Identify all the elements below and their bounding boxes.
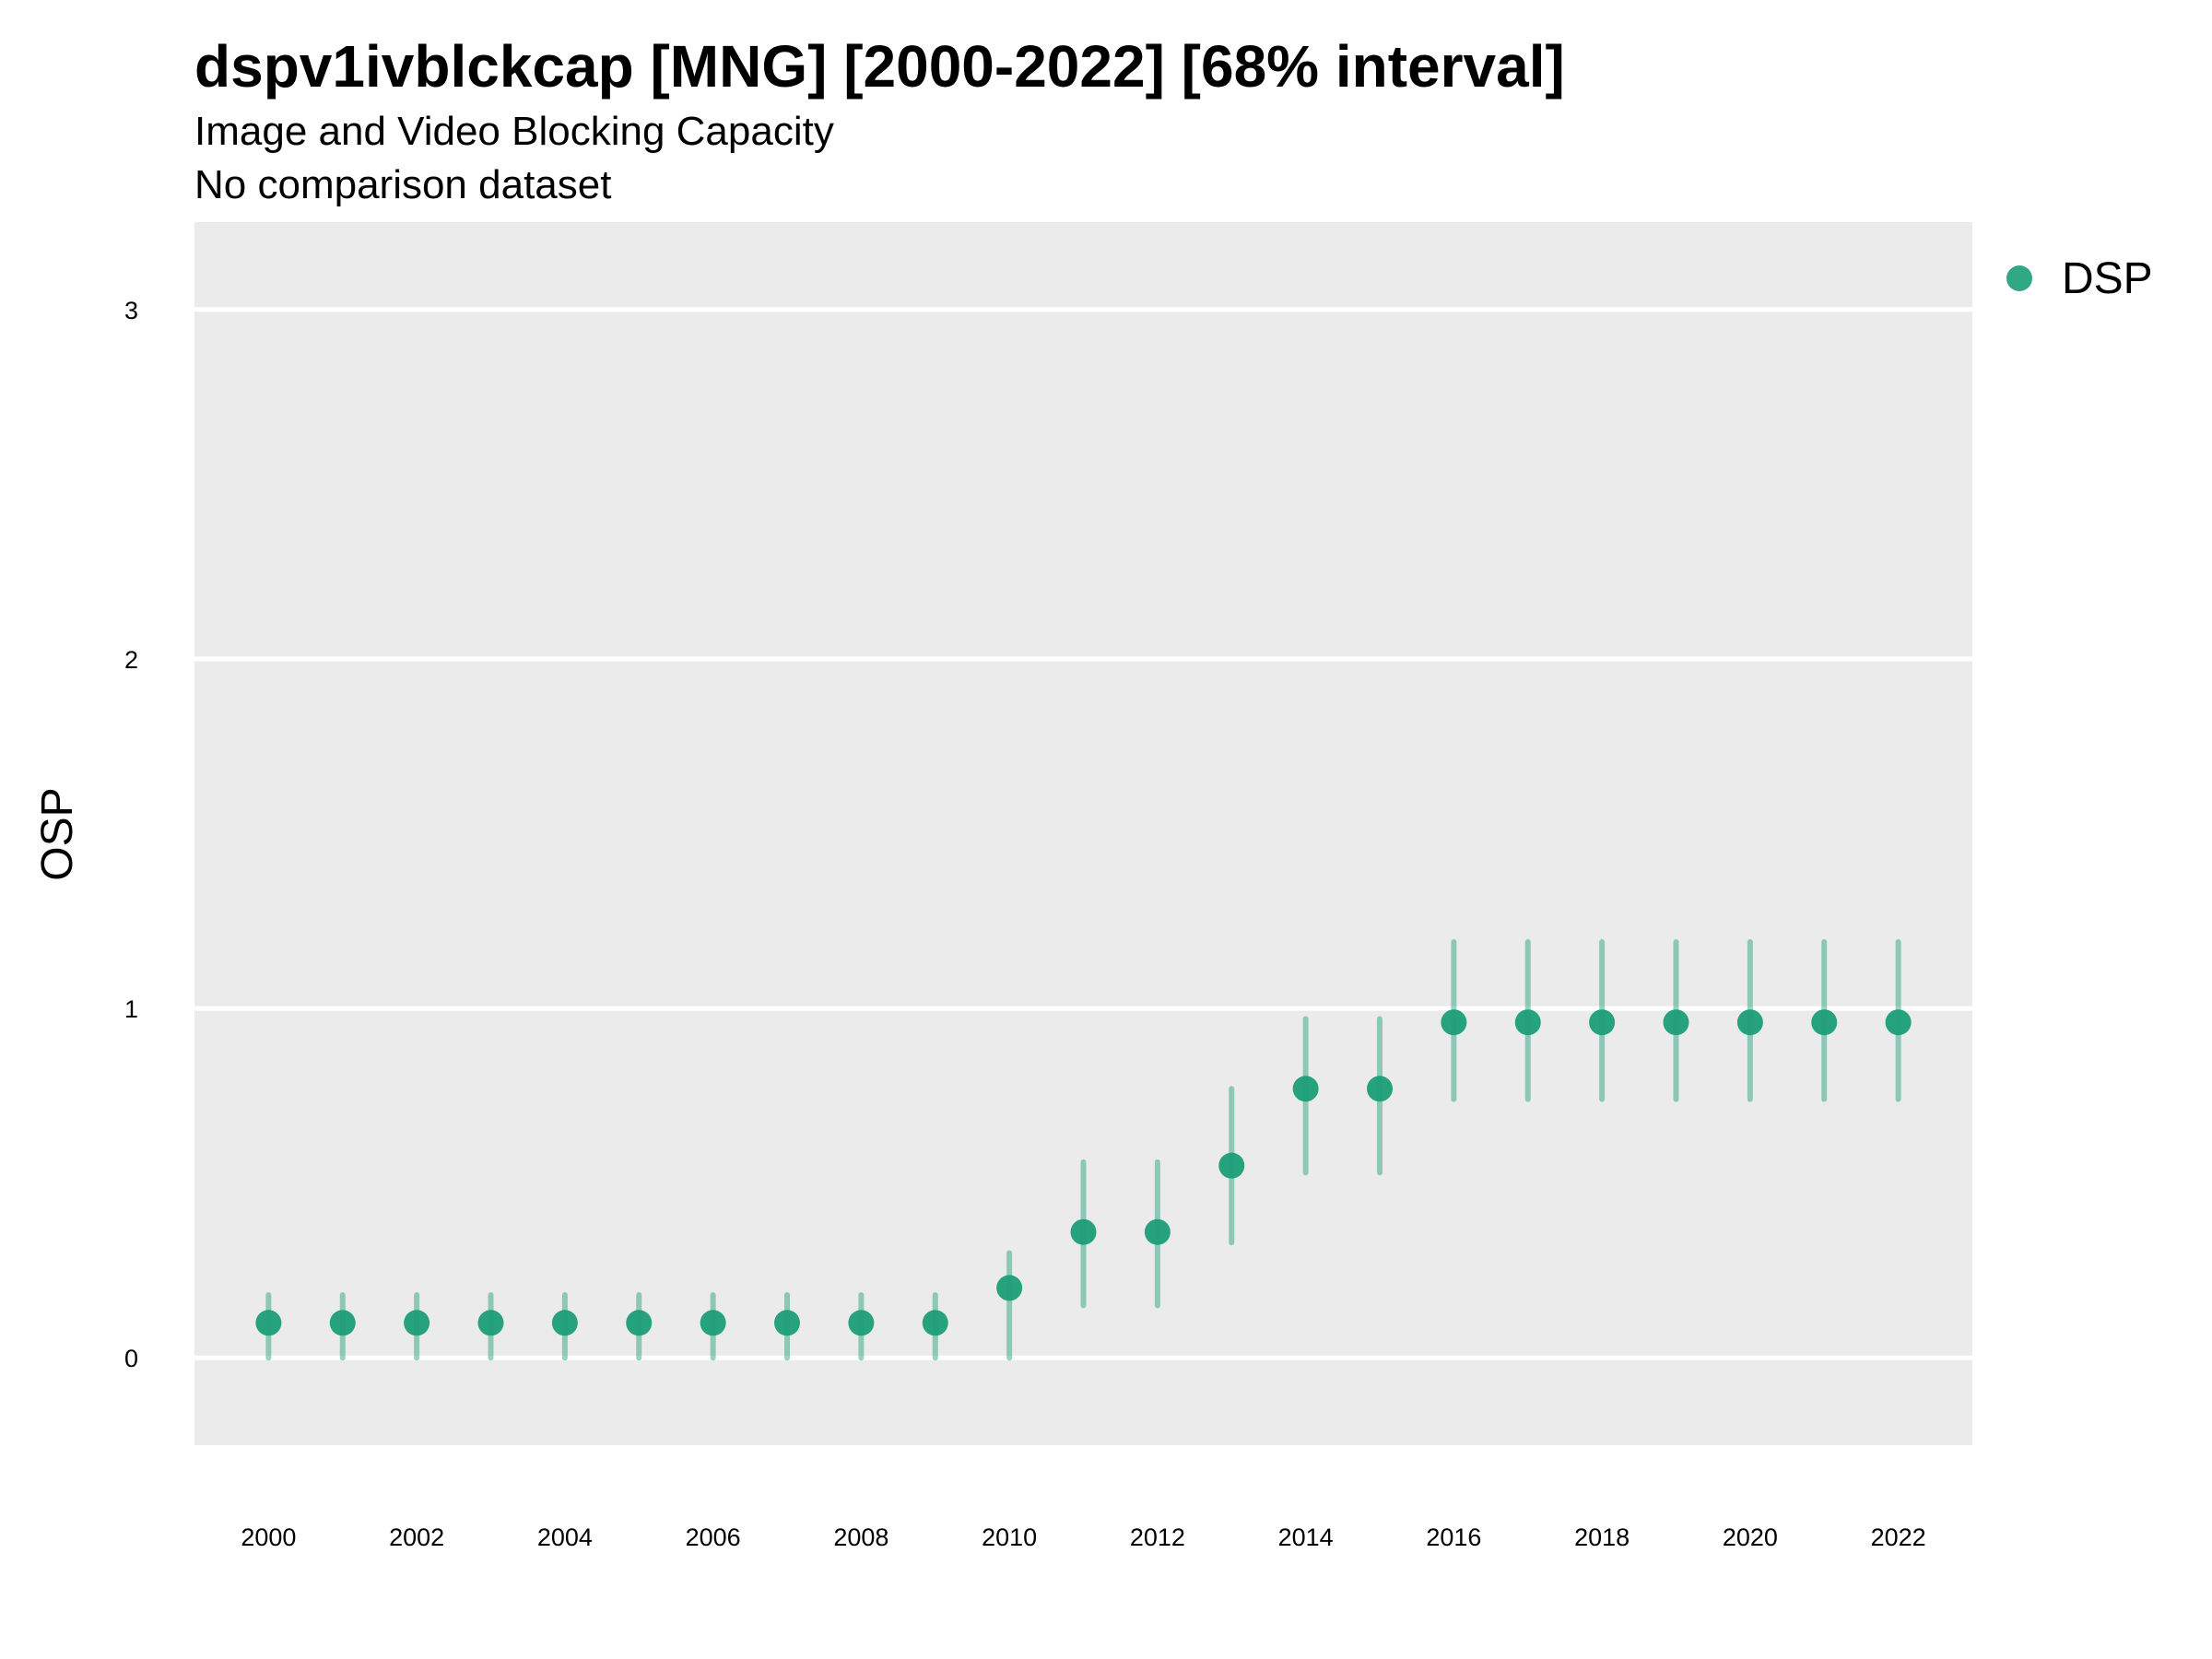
y-axis-label: OSP — [33, 787, 82, 880]
data-point-2020 — [1736, 1009, 1763, 1036]
data-point-2004 — [551, 1310, 578, 1336]
x-tick-label-2010: 2010 — [982, 1524, 1037, 1551]
x-tick-label-2000: 2000 — [241, 1524, 296, 1551]
x-tick-label-2018: 2018 — [1574, 1524, 1630, 1551]
data-point-2009 — [922, 1310, 948, 1336]
data-point-2021 — [1811, 1009, 1838, 1036]
chart-title: dspv1ivblckcap [MNG] [2000-2022] [68% in… — [194, 33, 1565, 100]
data-point-2000 — [255, 1310, 282, 1336]
data-point-2019 — [1663, 1009, 1689, 1036]
y-tick-label-0: 0 — [124, 1345, 138, 1372]
data-point-2007 — [774, 1310, 800, 1336]
data-point-2018 — [1589, 1009, 1616, 1036]
x-tick-labels: 2000 2002 2004 2006 2008 2010 2012 2014 2016 2018… — [241, 1524, 1925, 1551]
data-point-2010 — [996, 1275, 1023, 1301]
data-point-2002 — [404, 1310, 430, 1336]
data-point-2005 — [626, 1310, 653, 1336]
legend-key-dsp — [2006, 265, 2032, 291]
data-point-2001 — [329, 1310, 356, 1336]
y-tick-label-1: 1 — [124, 995, 138, 1023]
legend: DSP — [2006, 254, 2153, 303]
x-tick-label-2002: 2002 — [389, 1524, 444, 1551]
data-point-2011 — [1070, 1218, 1097, 1245]
data-point-2014 — [1292, 1076, 1319, 1102]
data-point-2008 — [848, 1310, 875, 1336]
data-point-2012 — [1144, 1218, 1171, 1245]
x-tick-label-2016: 2016 — [1426, 1524, 1481, 1551]
legend-label-dsp: DSP — [2062, 254, 2153, 303]
gridlines — [194, 307, 1972, 1360]
x-tick-label-2006: 2006 — [686, 1524, 741, 1551]
data-points — [255, 1009, 1912, 1336]
data-point-2006 — [700, 1310, 726, 1336]
data-point-2003 — [477, 1310, 504, 1336]
data-point-2017 — [1514, 1009, 1541, 1036]
x-tick-label-2008: 2008 — [833, 1524, 888, 1551]
x-tick-label-2004: 2004 — [537, 1524, 593, 1551]
chart-caption: No comparison dataset — [194, 162, 611, 207]
data-point-2013 — [1218, 1152, 1245, 1179]
y-tick-labels: 0 1 2 3 — [124, 297, 138, 1372]
x-tick-label-2014: 2014 — [1278, 1524, 1334, 1551]
x-tick-label-2020: 2020 — [1723, 1524, 1778, 1551]
chart-subtitle: Image and Video Blocking Capacity — [194, 109, 834, 154]
data-point-2016 — [1441, 1009, 1467, 1036]
data-point-2015 — [1367, 1076, 1393, 1102]
x-tick-label-2012: 2012 — [1130, 1524, 1185, 1551]
data-point-2022 — [1885, 1009, 1912, 1036]
y-tick-label-2: 2 — [124, 646, 138, 674]
y-tick-label-3: 3 — [124, 297, 138, 324]
x-tick-label-2022: 2022 — [1871, 1524, 1926, 1551]
